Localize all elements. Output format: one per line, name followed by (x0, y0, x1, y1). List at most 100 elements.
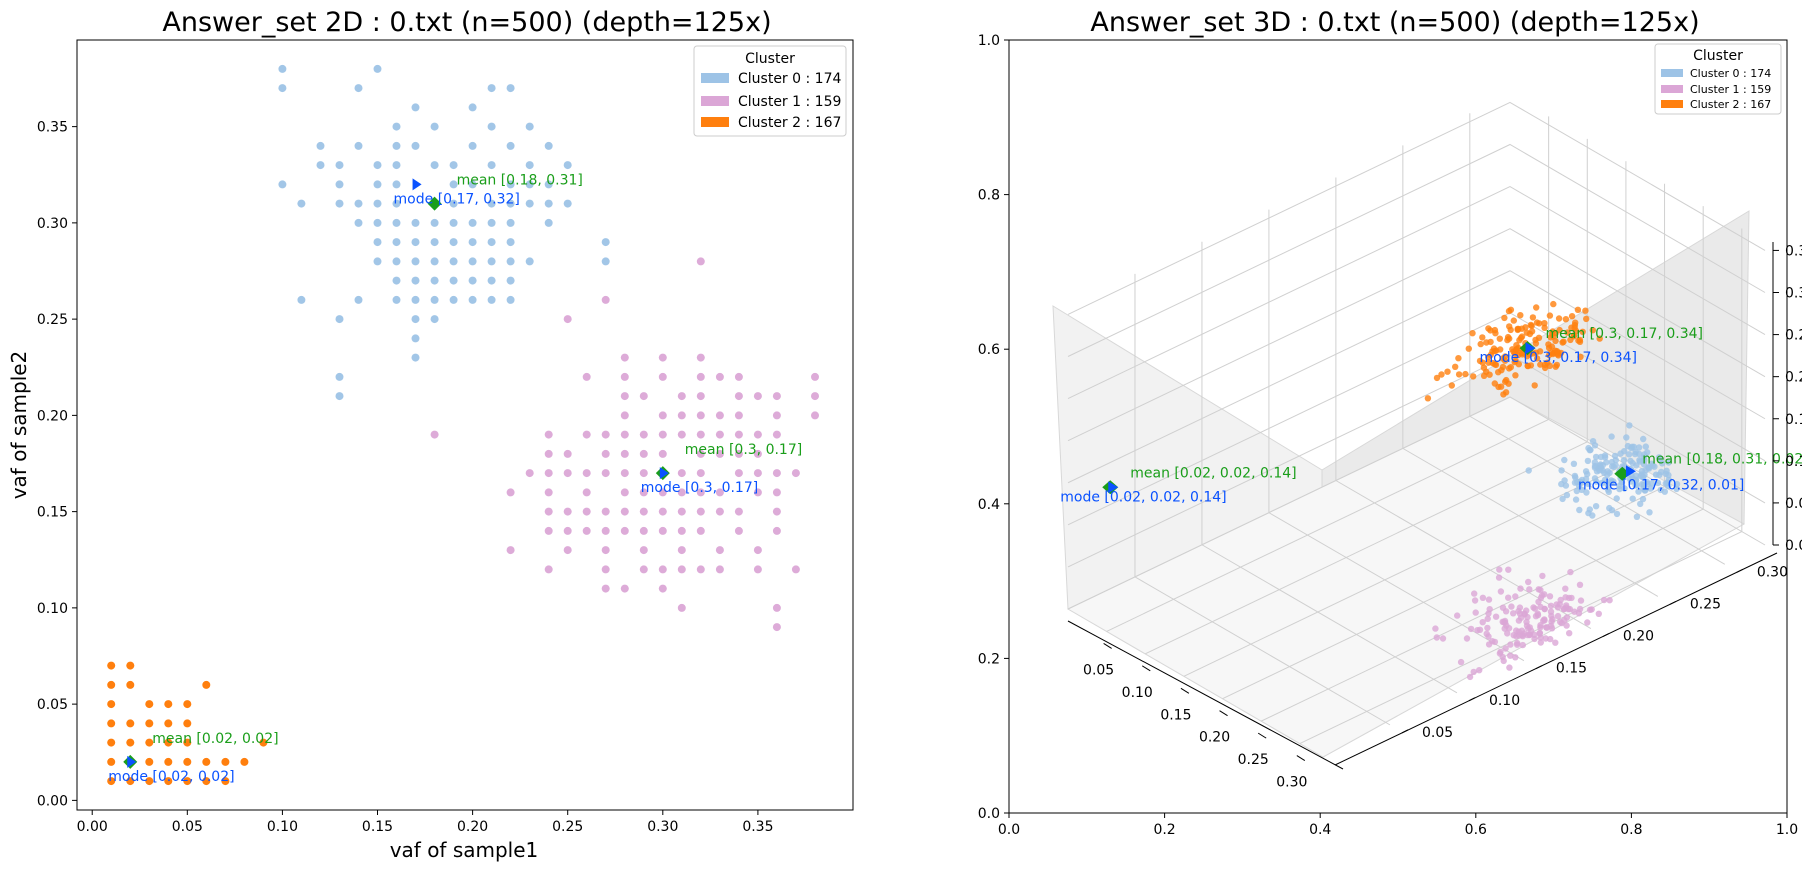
point3d-cluster0-14 (1629, 495, 1636, 502)
point3d-cluster1-141 (1432, 625, 1439, 632)
point-cluster0-48 (354, 218, 363, 227)
point3d-cluster1-142 (1530, 604, 1537, 611)
point-cluster2-11 (145, 719, 154, 728)
point3d-cluster2-16 (1491, 326, 1499, 334)
point3d-cluster2-109 (1479, 359, 1486, 366)
point-cluster0-18 (544, 141, 553, 150)
point-cluster2-18 (183, 738, 192, 747)
z3d-tick-label-1: 0.05 (1785, 496, 1802, 512)
point-cluster1-40 (601, 430, 610, 439)
point3d-cluster2-152 (1553, 348, 1561, 355)
point3d-cluster0-107 (1596, 462, 1604, 469)
point-cluster0-67 (373, 257, 382, 266)
point-cluster1-45 (620, 449, 629, 458)
mean-label-4: mean [0.02, 0.02] (152, 731, 278, 747)
mode-marker-3 (659, 467, 669, 480)
point3d-cluster0-48 (1576, 506, 1583, 514)
point-cluster0-65 (506, 238, 515, 247)
point3d-cluster1-62 (1500, 657, 1507, 665)
point3d-cluster2-53 (1526, 330, 1534, 338)
grid-z-1 (1067, 354, 1766, 568)
point-cluster1-72 (696, 488, 705, 497)
point3d-cluster1-110 (1524, 613, 1531, 621)
point3d-cluster0-25 (1601, 454, 1609, 461)
point-cluster1-31 (677, 430, 686, 439)
scatter-2d-panel: Answer_set 2D : 0.txt (n=500) (depth=125… (7, 7, 854, 862)
point-cluster1-81 (639, 507, 648, 516)
frame-ticks-3d: 0.0 0.2 0.4 0.6 0.8 1.0 0.0 0.2 0.4 0.6 0.8 1.0 (978, 33, 1798, 838)
frame-y-tick-label-4: 0.8 (978, 188, 1000, 204)
point-cluster1-36 (772, 430, 781, 439)
point3d-cluster0-92 (1577, 478, 1584, 485)
point3d-cluster0-21 (1572, 496, 1580, 503)
point-cluster2-19 (259, 738, 268, 747)
point-cluster1-27 (772, 411, 781, 420)
point-cluster1-9 (696, 372, 705, 381)
point-cluster0-38 (335, 199, 344, 208)
point-cluster1-32 (696, 430, 705, 439)
point-cluster1-33 (715, 430, 724, 439)
point-cluster1-23 (677, 411, 686, 420)
point-cluster1-29 (639, 430, 648, 439)
point-cluster0-23 (430, 161, 439, 170)
point3d-cluster1-74 (1484, 624, 1491, 632)
point-cluster1-69 (639, 488, 648, 497)
point3d-cluster1-23 (1517, 585, 1524, 592)
chart-title-2d: Answer_set 2D : 0.txt (n=500) (depth=125… (162, 7, 771, 38)
point-cluster1-76 (544, 507, 553, 516)
point3d-cluster0-163 (1586, 447, 1594, 454)
y-axis-label-2d: vaf of sample2 (7, 351, 31, 500)
point-cluster2-31 (164, 777, 173, 786)
point3d-cluster1-126 (1548, 618, 1555, 625)
point-cluster1-110 (696, 565, 705, 574)
z3d-tick-label-7: 0.35 (1785, 243, 1802, 259)
frame-y-tick-label-1: 0.2 (978, 651, 1000, 667)
y3d-tick-mark-2 (1535, 665, 1543, 670)
y3d-tick-label-3: 0.20 (1623, 629, 1654, 645)
point-cluster1-16 (696, 392, 705, 401)
point-cluster0-51 (411, 218, 420, 227)
point-cluster0-83 (506, 276, 515, 285)
point-cluster1-1 (601, 295, 610, 304)
point-cluster0-97 (411, 353, 420, 362)
point3d-cluster2-50 (1462, 370, 1469, 378)
point-cluster2-3 (126, 680, 135, 689)
point-cluster0-81 (468, 276, 477, 285)
point-cluster1-79 (601, 507, 610, 516)
mean-marker-0 (427, 196, 442, 211)
scatter-3d-panel: Answer_set 3D : 0.txt (n=500) (depth=125… (978, 7, 1802, 838)
point3d-cluster2-102 (1500, 391, 1507, 398)
point3d-cluster1-108 (1506, 664, 1513, 671)
point3d-cluster0-111 (1561, 477, 1568, 484)
point3d-cluster1-80 (1502, 645, 1509, 652)
point3d-cluster1-4 (1539, 572, 1546, 580)
point-cluster1-84 (696, 507, 705, 516)
point-cluster2-15 (126, 738, 135, 747)
point-cluster1-114 (791, 565, 800, 574)
y3d-tick-label-4: 0.25 (1690, 596, 1721, 612)
point-cluster0-93 (335, 315, 344, 324)
markers-2d: mean [0.18, 0.31] mode [0.17, 0.32] mean [… (108, 173, 802, 785)
point3d-cluster0-61 (1627, 457, 1634, 465)
point-cluster1-112 (753, 565, 762, 574)
point-cluster0-45 (525, 199, 534, 208)
point3d-cluster0-58 (1559, 495, 1566, 503)
point3d-cluster2-130 (1541, 324, 1548, 331)
point-cluster1-113 (544, 565, 553, 574)
point3d-cluster2-83 (1506, 335, 1513, 342)
point-cluster1-10 (715, 372, 724, 381)
legend-swatch-cluster0 (701, 73, 729, 83)
point-cluster0-13 (354, 141, 363, 150)
point-cluster1-30 (658, 430, 667, 439)
markers-3d: mean [0.3, 0.17, 0.34] mode [0.3, 0.17, 0… (1060, 326, 1802, 505)
point3d-cluster2-44 (1452, 363, 1459, 370)
z3d-tick-label-2: 0.10 (1785, 454, 1802, 470)
point3d-cluster0-44 (1571, 472, 1579, 480)
point-cluster1-119 (677, 603, 686, 612)
point-cluster1-90 (582, 526, 591, 535)
point-cluster0-69 (411, 257, 420, 266)
mode-label-3: mode [0.3, 0.17] (641, 480, 758, 496)
mean3d-label-4: mean [0.02, 0.02, 0.14] (1130, 465, 1296, 481)
point-cluster0-82 (487, 276, 496, 285)
point-cluster0-17 (506, 141, 515, 150)
